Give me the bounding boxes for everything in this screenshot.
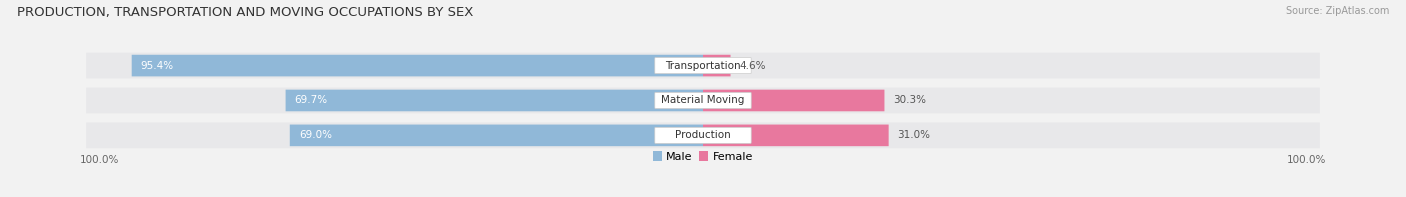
FancyBboxPatch shape <box>703 125 889 146</box>
FancyBboxPatch shape <box>285 90 703 111</box>
FancyBboxPatch shape <box>86 53 1320 78</box>
Legend: Male, Female: Male, Female <box>652 151 754 162</box>
Text: 30.3%: 30.3% <box>893 96 927 105</box>
Text: Production: Production <box>675 130 731 140</box>
Text: Material Moving: Material Moving <box>661 96 745 105</box>
Text: 69.0%: 69.0% <box>299 130 332 140</box>
FancyBboxPatch shape <box>132 55 703 76</box>
FancyBboxPatch shape <box>86 87 1320 113</box>
Text: 100.0%: 100.0% <box>1286 155 1326 165</box>
Text: 95.4%: 95.4% <box>141 60 174 71</box>
Text: 31.0%: 31.0% <box>897 130 931 140</box>
FancyBboxPatch shape <box>86 123 1320 148</box>
Text: 4.6%: 4.6% <box>740 60 766 71</box>
Text: Source: ZipAtlas.com: Source: ZipAtlas.com <box>1285 6 1389 16</box>
Text: 100.0%: 100.0% <box>80 155 120 165</box>
FancyBboxPatch shape <box>290 125 703 146</box>
FancyBboxPatch shape <box>703 55 731 76</box>
FancyBboxPatch shape <box>655 92 751 109</box>
FancyBboxPatch shape <box>655 127 751 143</box>
FancyBboxPatch shape <box>655 58 751 74</box>
Text: PRODUCTION, TRANSPORTATION AND MOVING OCCUPATIONS BY SEX: PRODUCTION, TRANSPORTATION AND MOVING OC… <box>17 6 474 19</box>
Text: 69.7%: 69.7% <box>295 96 328 105</box>
Text: Transportation: Transportation <box>665 60 741 71</box>
FancyBboxPatch shape <box>703 90 884 111</box>
